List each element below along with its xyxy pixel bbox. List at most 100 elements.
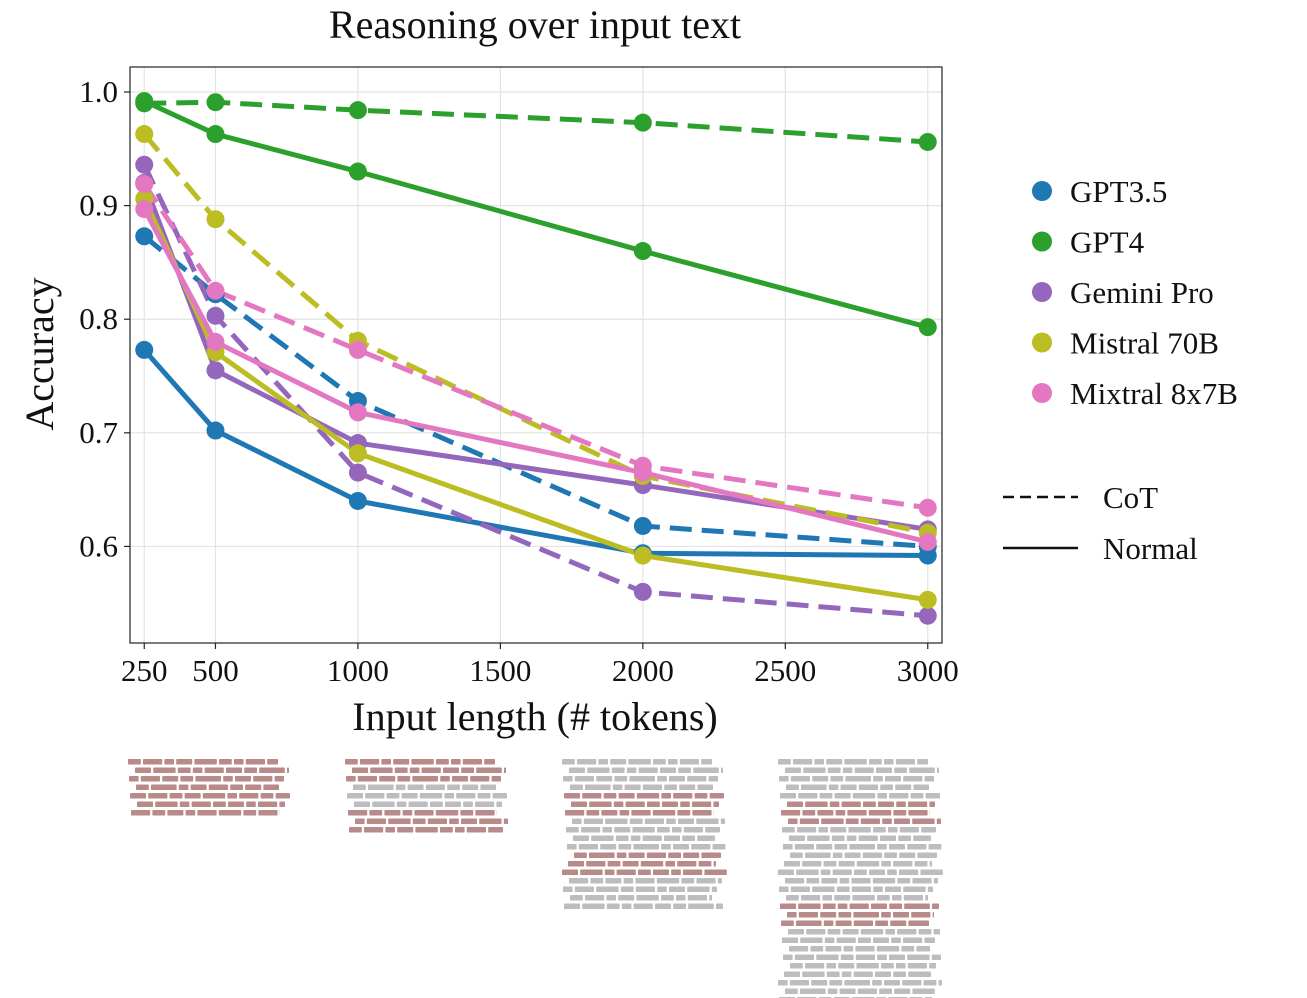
token-mark [604,869,615,875]
token-mark [647,801,660,807]
token-mark [790,776,810,782]
y-tick-label: 0.9 [79,188,118,223]
token-mark [140,776,160,782]
token-mark [893,810,907,816]
token-mark [628,759,651,765]
data-point-gpt3-5-normal [206,421,225,440]
token-mark [693,767,719,773]
token-mark [788,818,798,824]
token-mark [408,801,428,807]
token-mark [878,801,894,807]
token-mark [368,784,394,790]
token-mark [802,861,822,867]
token-mark [786,784,799,790]
token-mark [803,767,826,773]
token-mark [475,801,495,807]
x-tick-label: 2500 [754,653,816,688]
token-mark [226,767,242,773]
token-mark [137,801,153,807]
token-mark [821,818,844,824]
token-mark [616,852,627,858]
token-mark [190,784,207,790]
token-mark [907,963,927,969]
token-mark [152,810,166,816]
token-mark [456,793,476,799]
token-mark [619,810,630,816]
token-mark [419,793,443,799]
token-mark [783,844,793,850]
token-mark [571,801,587,807]
token-mark [892,895,902,901]
token-mark [782,937,798,943]
token-mark [131,810,151,816]
token-mark [844,852,861,858]
token-mark [805,852,831,858]
token-mark [840,784,857,790]
token-mark [826,963,836,969]
token-mark [933,878,938,884]
token-mark [642,835,662,841]
token-mark [629,776,655,782]
token-mark [858,835,878,841]
data-point-mistral-70b-cot [206,210,225,229]
token-mark [924,776,934,782]
token-mark [346,776,356,782]
token-mark [357,776,377,782]
token-mark [610,759,627,765]
token-mark [822,895,832,901]
token-mark [779,886,789,892]
token-mark [828,784,839,790]
token-mark [353,784,366,790]
token-mark [263,784,279,790]
token-mark [607,861,621,867]
token-mark [880,784,893,790]
token-mark [615,835,629,841]
token-mark [345,759,358,765]
token-mark [407,784,424,790]
token-mark [352,767,368,773]
token-mark [884,759,894,765]
token-mark [877,954,887,960]
token-mark [932,903,939,909]
token-mark [897,878,911,884]
token-mark [626,767,637,773]
legend-marker [1032,332,1052,353]
token-mark [807,835,830,841]
token-mark [860,818,880,824]
token-mark [711,886,717,892]
token-mark [894,818,910,824]
token-mark [167,810,184,816]
data-point-gpt4-cot [348,101,367,120]
token-mark [924,937,935,943]
data-point-mistral-70b-cot [135,125,154,144]
token-mark [601,810,618,816]
token-mark [918,929,932,935]
token-mark [414,810,434,816]
token-mark [798,793,818,799]
y-tick-label: 0.7 [79,415,118,450]
token-mark [802,971,825,977]
legend-item-gpt4: GPT4 [1032,225,1145,260]
token-mark [657,886,667,892]
token-mark [697,784,713,790]
series-line-mixtral-8x7b-cot [142,182,929,511]
token-mark [582,793,602,799]
token-mark [907,844,927,850]
token-mark [889,903,902,909]
token-mark [876,946,900,952]
token-mark [445,801,461,807]
token-mark [805,801,828,807]
token-mark [709,895,712,901]
token-mark [661,895,674,901]
token-mark [491,776,501,782]
token-mark [911,912,931,918]
token-mark [678,818,694,824]
token-mark [443,767,459,773]
token-mark [838,963,855,969]
token-mark [664,835,680,841]
token-mark [379,776,396,782]
token-mark [787,801,803,807]
token-mark [780,793,796,799]
token-mark [694,793,708,799]
token-mark [873,886,883,892]
